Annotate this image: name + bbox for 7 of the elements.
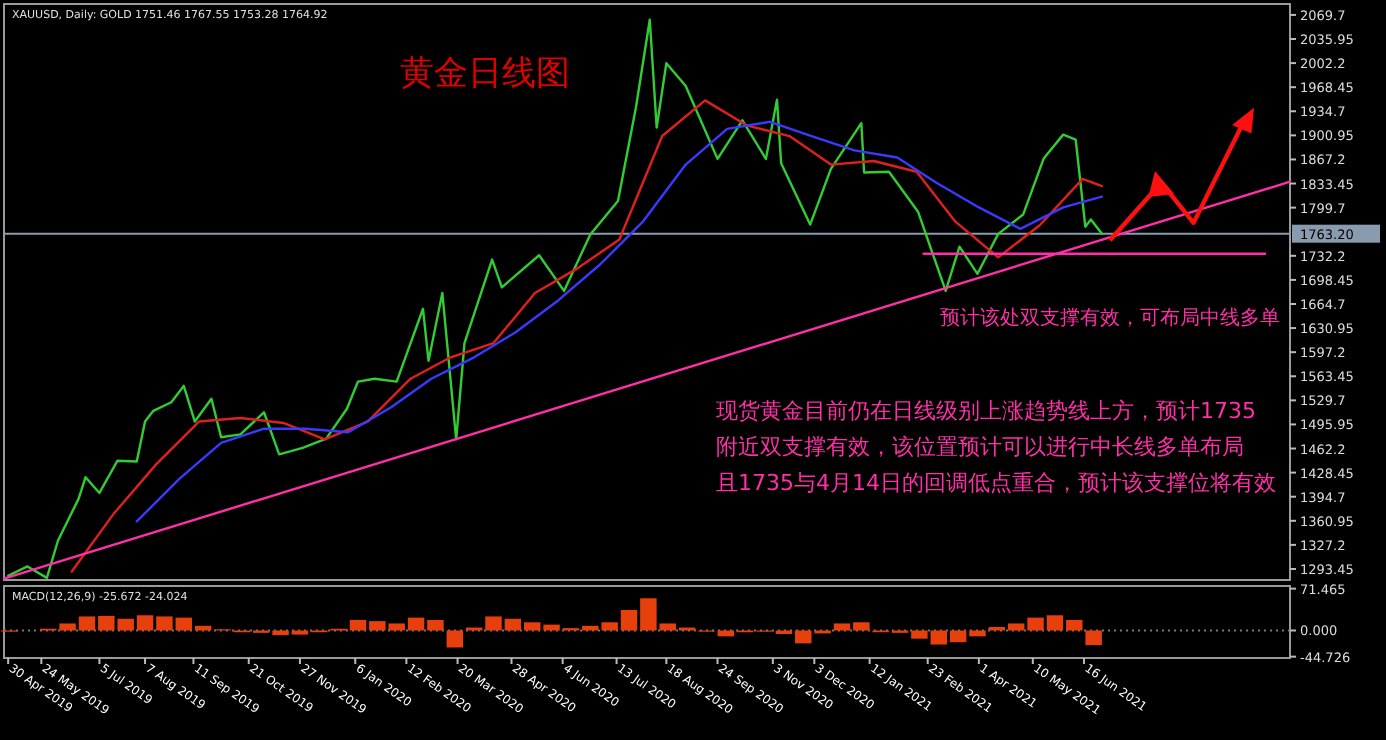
annotation: 且1735与4月14日的回调低点重合，预计该支撑位将有效 [716, 470, 1276, 496]
annotation: 现货黄金目前仍在日线级别上涨趋势线上方，预计1735 [716, 398, 1256, 424]
text: 黄金日线图 [400, 54, 570, 94]
bar [1085, 630, 1102, 646]
annotation: 预计该处双支撑有效，可布局中线多单 [940, 306, 1280, 330]
bar [446, 630, 464, 648]
annotation: 附近双支撑有效，该位置预计可以进行中长线多单布局 [716, 434, 1244, 460]
